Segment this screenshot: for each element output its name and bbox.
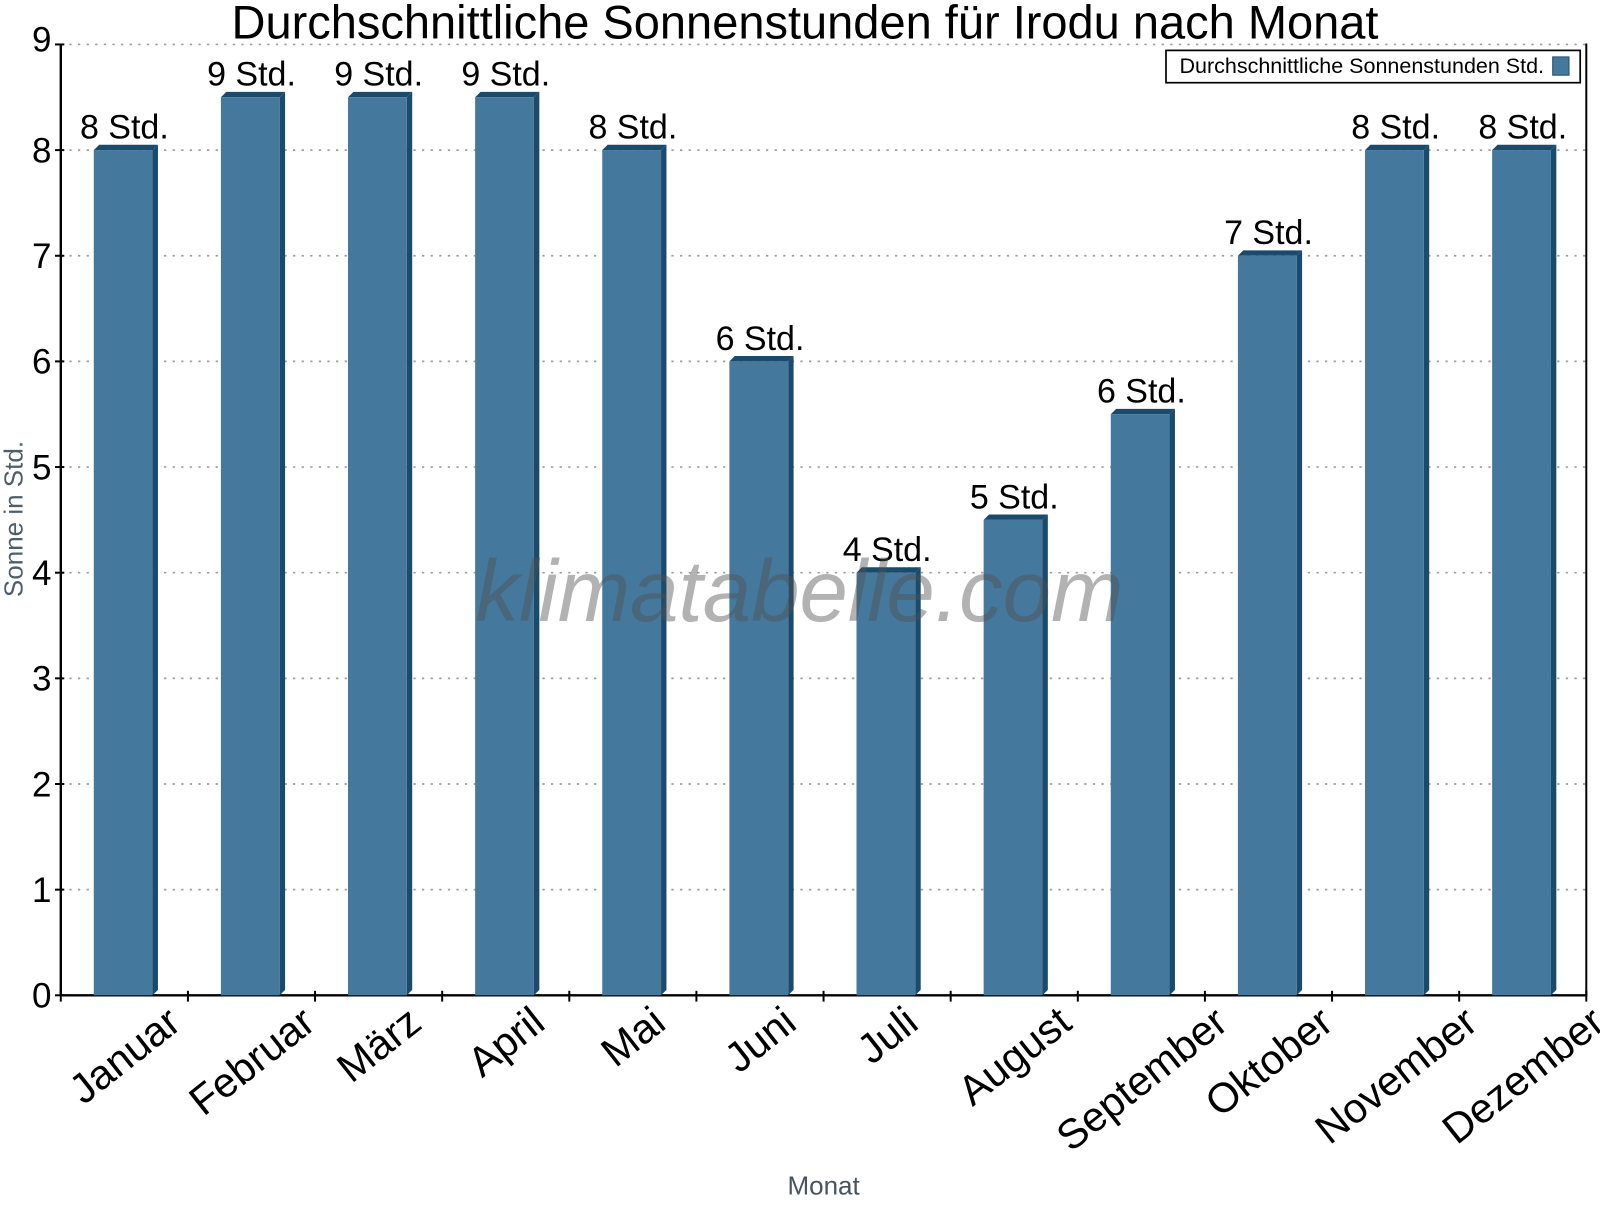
svg-text:8: 8: [32, 131, 51, 170]
svg-text:9 Std.: 9 Std.: [207, 56, 296, 94]
svg-text:8 Std.: 8 Std.: [588, 109, 677, 147]
svg-text:9 Std.: 9 Std.: [334, 56, 423, 94]
svg-text:8 Std.: 8 Std.: [1351, 109, 1440, 147]
svg-text:2: 2: [32, 765, 51, 804]
svg-text:4 Std.: 4 Std.: [843, 531, 932, 569]
svg-text:Sonne in Std.: Sonne in Std.: [0, 441, 29, 597]
svg-text:Durchschnittliche Sonnenstunde: Durchschnittliche Sonnenstunden Std.: [1180, 54, 1545, 78]
svg-text:5: 5: [32, 448, 51, 487]
svg-text:4: 4: [32, 554, 51, 593]
svg-text:6 Std.: 6 Std.: [716, 320, 805, 358]
svg-text:7 Std.: 7 Std.: [1224, 214, 1313, 252]
svg-text:3: 3: [32, 660, 51, 699]
svg-text:9: 9: [32, 20, 51, 59]
svg-text:0: 0: [32, 977, 51, 1016]
svg-text:Monat: Monat: [787, 1171, 860, 1200]
svg-text:7: 7: [32, 237, 51, 276]
svg-text:9 Std.: 9 Std.: [461, 56, 550, 94]
svg-text:Durchschnittliche Sonnenstunde: Durchschnittliche Sonnenstunden für Irod…: [232, 0, 1379, 49]
svg-text:klimatabelle.com: klimatabelle.com: [476, 543, 1124, 640]
svg-text:8 Std.: 8 Std.: [80, 109, 169, 147]
svg-text:6: 6: [32, 343, 51, 382]
svg-text:1: 1: [32, 871, 51, 910]
svg-text:6 Std.: 6 Std.: [1097, 373, 1186, 411]
svg-text:8 Std.: 8 Std.: [1478, 109, 1567, 147]
svg-text:5 Std.: 5 Std.: [970, 478, 1059, 516]
